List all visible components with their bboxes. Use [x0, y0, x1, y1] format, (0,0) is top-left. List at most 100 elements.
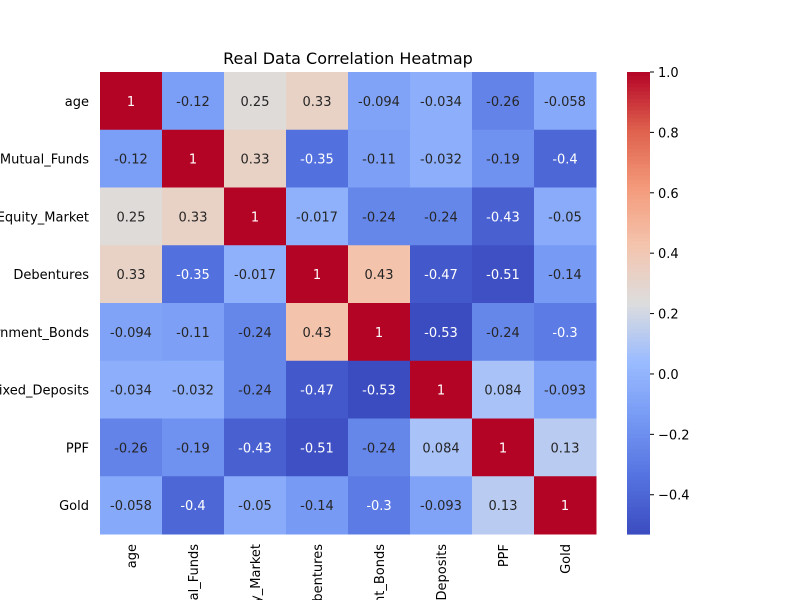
heatmap-cell	[472, 476, 535, 535]
colorbar-segment	[627, 495, 650, 500]
colorbar-tick-label: 0.4	[658, 247, 679, 262]
x-tick-label: Gold	[559, 544, 574, 574]
colorbar-segment	[627, 245, 650, 250]
y-tick-label: Government_Bonds	[0, 326, 89, 341]
cell-annotation: -0.24	[486, 326, 520, 341]
colorbar-segment	[627, 299, 650, 304]
colorbar-segment	[627, 199, 650, 204]
cell-annotation: 1	[437, 384, 445, 399]
heatmap-cell	[162, 129, 225, 188]
y-tick-label: Equity_Market	[0, 210, 89, 225]
cell-annotation: -0.094	[110, 326, 152, 341]
colorbar-segment	[627, 133, 650, 139]
cell-annotation: 0.33	[179, 210, 208, 225]
cell-annotation: 0.084	[484, 384, 521, 399]
cell-annotation: -0.032	[420, 153, 462, 168]
heatmap-cell	[162, 187, 225, 246]
heatmap-cell	[224, 129, 287, 188]
cell-annotation: -0.19	[486, 153, 520, 168]
colorbar-segment	[627, 187, 650, 192]
heatmap-cell	[534, 187, 597, 246]
colorbar-segment	[627, 457, 650, 462]
colorbar-segment	[627, 222, 650, 227]
heatmap-cell	[410, 476, 473, 535]
colorbar-segment	[627, 441, 650, 447]
colorbar-segment	[627, 287, 650, 293]
colorbar-segment	[627, 337, 650, 343]
heatmap-cell	[224, 360, 287, 419]
heatmap-cell	[534, 129, 597, 188]
colorbar-segment	[627, 518, 650, 524]
heatmap-cell	[224, 418, 287, 477]
colorbar: 1.0 0.8 0.6 0.4 0.2 0.0 −0.2 −0.4	[627, 66, 690, 535]
cell-annotation: -0.35	[176, 268, 210, 283]
heatmap-cell	[534, 303, 597, 362]
colorbar-segment	[627, 83, 650, 88]
heatmap-cell	[472, 418, 535, 477]
colorbar-segment	[627, 399, 650, 404]
heatmap-cell	[286, 245, 349, 304]
cell-annotation: 0.084	[422, 441, 459, 456]
heatmap-cell	[534, 72, 597, 131]
colorbar-segment	[627, 145, 650, 150]
colorbar-segment	[627, 368, 650, 373]
colorbar-segment	[627, 460, 650, 466]
cell-annotation: -0.058	[110, 499, 152, 514]
colorbar-segment	[627, 445, 650, 450]
cell-annotation: -0.4	[180, 499, 205, 514]
cell-annotation: -0.24	[238, 326, 272, 341]
heatmap-cell	[286, 418, 349, 477]
colorbar-segment	[627, 283, 650, 289]
colorbar-segment	[627, 356, 650, 362]
heatmap-cell	[286, 187, 349, 246]
heatmap-cell	[348, 418, 411, 477]
y-tick-label: Gold	[59, 499, 89, 514]
cell-annotation: 0.13	[489, 499, 518, 514]
colorbar-segment	[627, 422, 650, 427]
cell-annotation: 1	[375, 326, 383, 341]
colorbar-segment	[627, 449, 650, 454]
colorbar-segment	[627, 229, 650, 235]
colorbar-tick-label: 0.2	[658, 308, 679, 323]
colorbar-segment	[627, 202, 650, 208]
colorbar-segment	[627, 476, 650, 481]
colorbar-segment	[627, 349, 650, 354]
colorbar-segment	[627, 326, 650, 331]
colorbar-segment	[627, 168, 650, 173]
colorbar-segment	[627, 156, 650, 162]
x-tick-label: Debentures	[311, 544, 326, 600]
cell-annotation: -0.26	[486, 95, 520, 110]
x-tick-label: Government_Bonds	[373, 544, 388, 600]
cell-annotation: -0.19	[176, 441, 210, 456]
heatmap-cell	[162, 476, 225, 535]
colorbar-segment	[627, 514, 650, 520]
colorbar-segment	[627, 118, 650, 123]
heatmap-cell	[100, 187, 163, 246]
colorbar-segment	[627, 125, 650, 131]
colorbar-segment	[627, 380, 650, 385]
heatmap-cell	[472, 245, 535, 304]
colorbar-segment	[627, 114, 650, 119]
colorbar-segment	[627, 95, 650, 100]
colorbar-segment	[627, 141, 650, 146]
cell-annotation: -0.11	[176, 326, 210, 341]
colorbar-segment	[627, 430, 650, 435]
heatmap-cell	[410, 360, 473, 419]
colorbar-segment	[627, 137, 650, 142]
colorbar-segment	[627, 256, 650, 262]
cell-annotation: -0.3	[552, 326, 577, 341]
colorbar-segment	[627, 418, 650, 423]
heatmap-cell	[162, 245, 225, 304]
colorbar-segment	[627, 264, 650, 269]
colorbar-segment	[627, 276, 650, 281]
heatmap-cell	[100, 476, 163, 535]
cell-annotation: -0.12	[176, 95, 210, 110]
colorbar-segment	[627, 226, 650, 231]
cell-annotation: -0.24	[238, 384, 272, 399]
colorbar-segment	[627, 233, 650, 239]
colorbar-segment	[627, 491, 650, 497]
colorbar-segment	[627, 333, 650, 339]
heatmap-cell	[348, 187, 411, 246]
colorbar-segment	[627, 353, 650, 358]
y-tick-label: Mutual_Funds	[0, 153, 89, 168]
